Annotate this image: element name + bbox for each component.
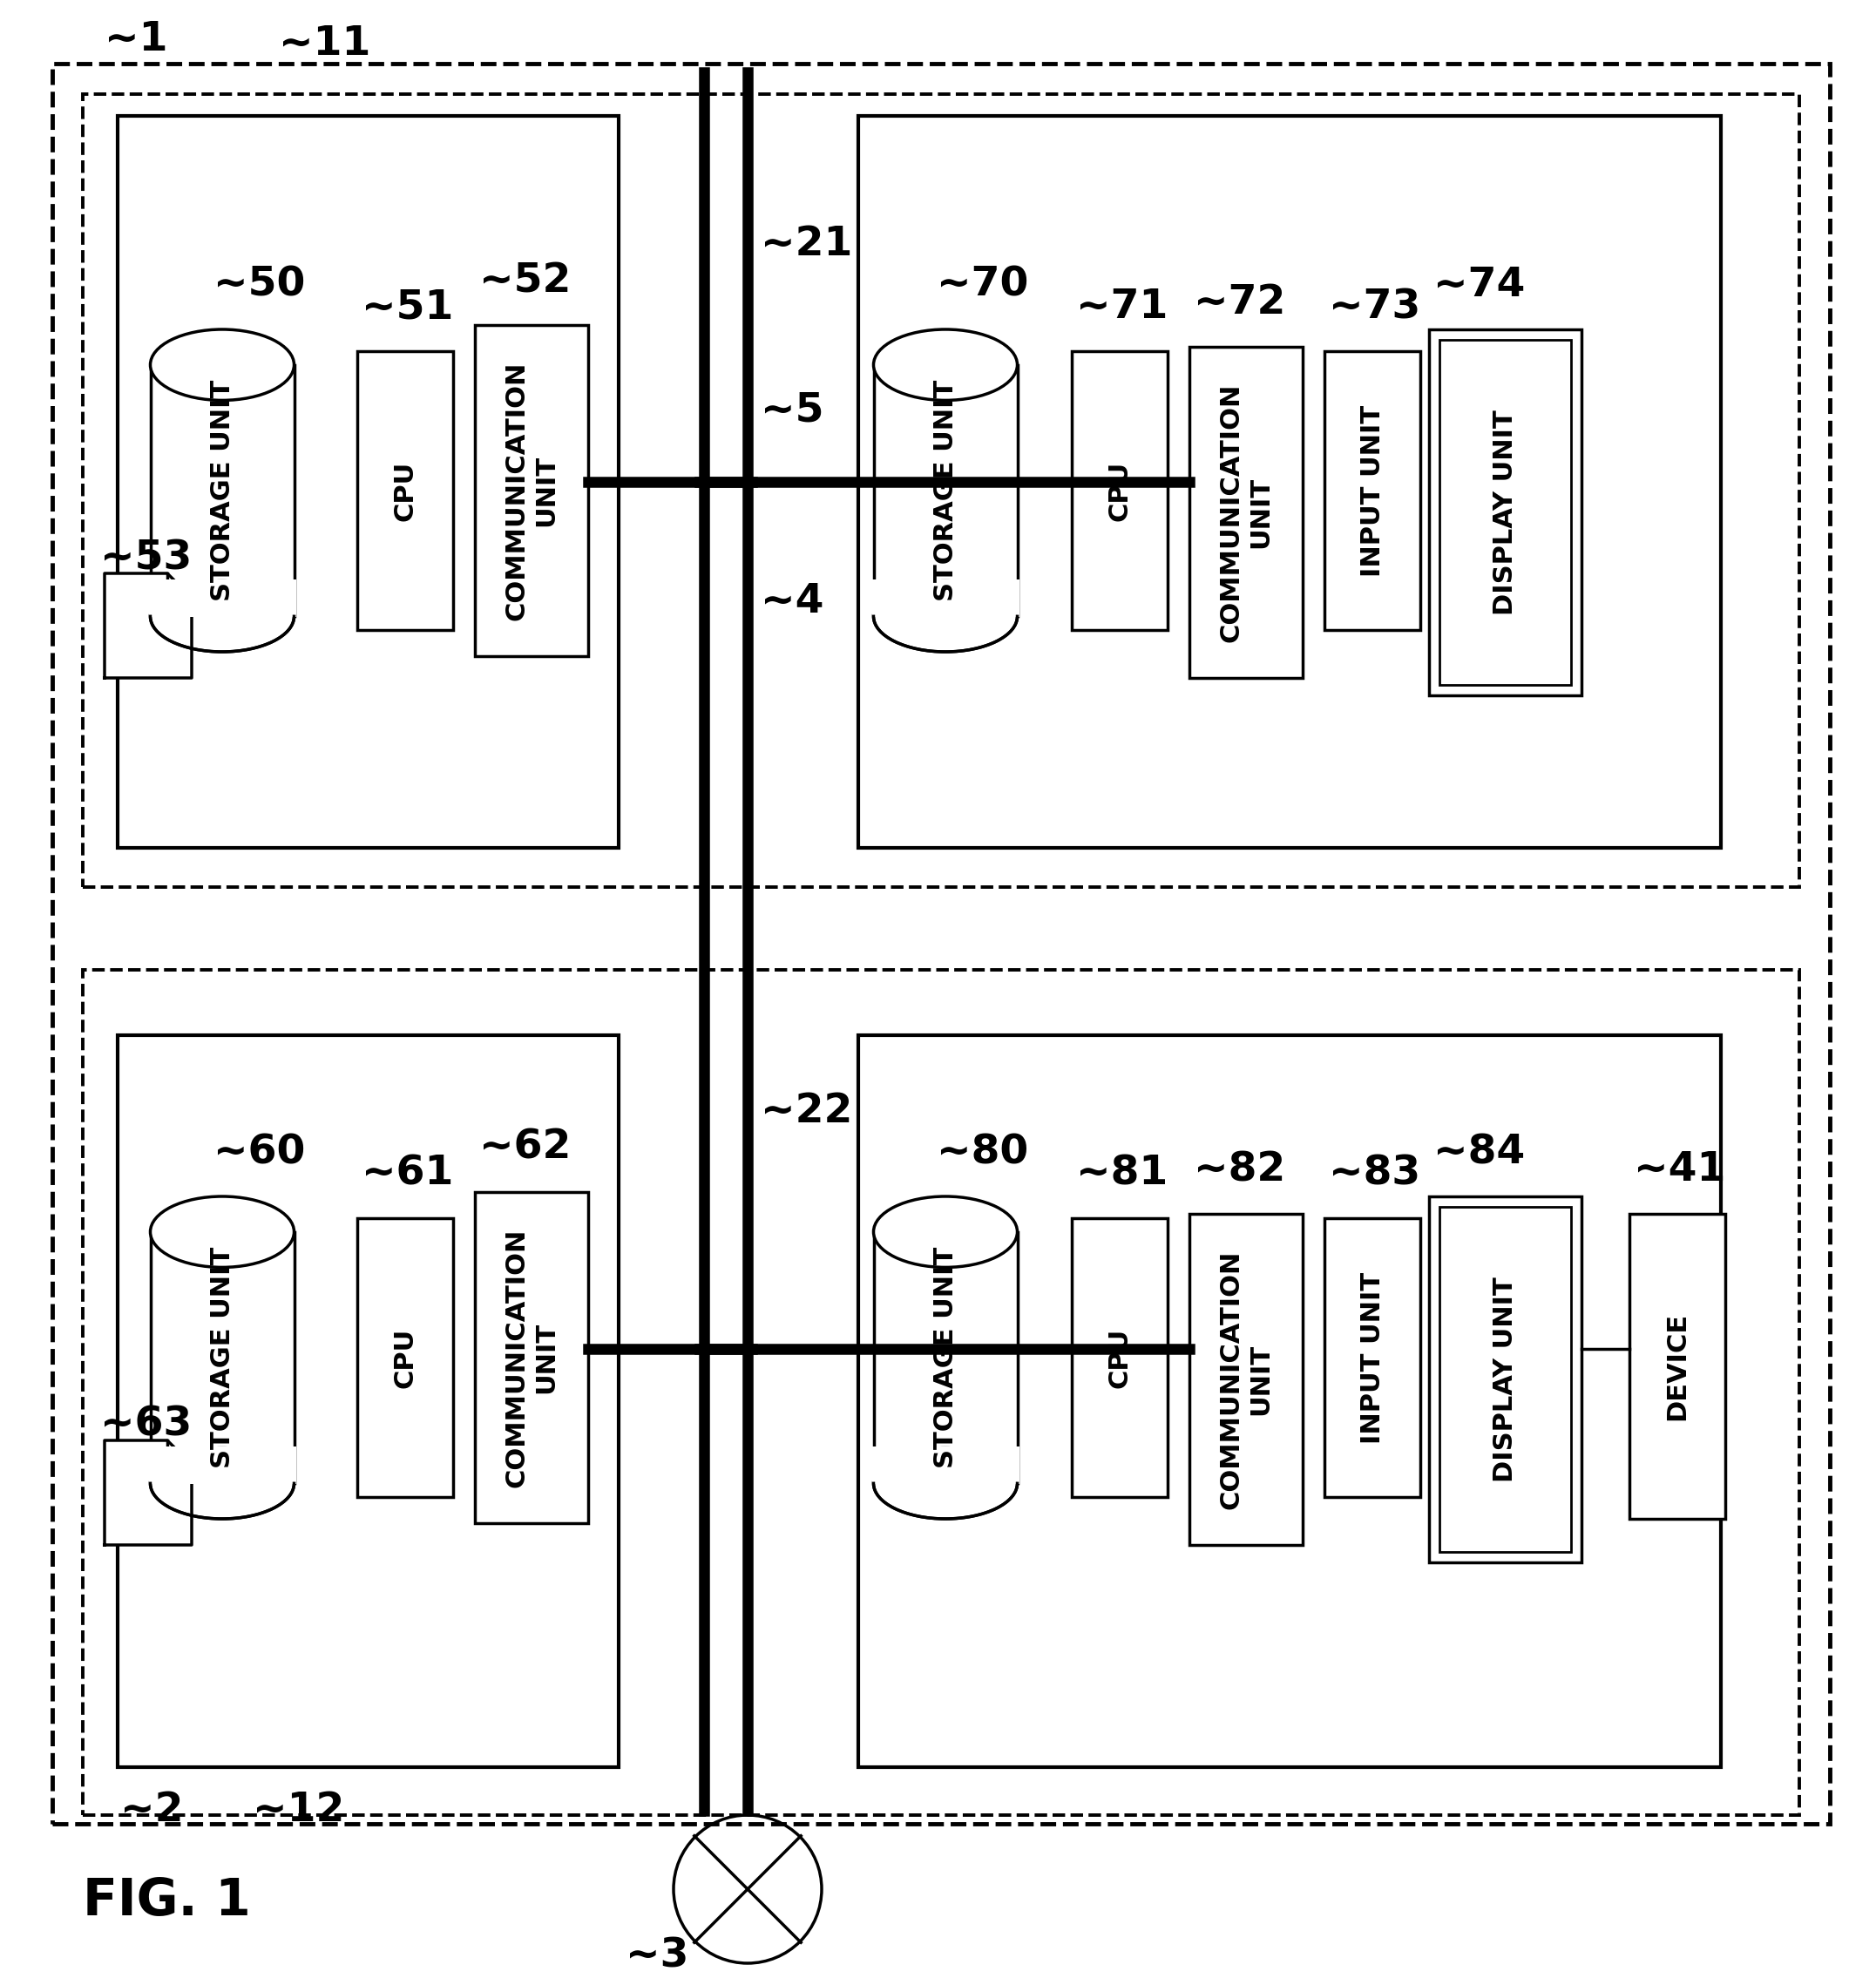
Text: STORAGE UNIT: STORAGE UNIT — [210, 379, 234, 601]
Text: INPUT UNIT: INPUT UNIT — [1360, 405, 1384, 576]
Text: ~1: ~1 — [105, 20, 167, 60]
Polygon shape — [105, 1441, 191, 1544]
Bar — [872, 1447, 1019, 1485]
Bar — [1324, 351, 1420, 629]
Text: STORAGE UNIT: STORAGE UNIT — [210, 1247, 234, 1469]
Text: ~72: ~72 — [1193, 284, 1285, 322]
Bar — [859, 115, 1720, 848]
Text: ~52: ~52 — [478, 262, 570, 300]
Bar — [1071, 1219, 1167, 1497]
Text: COMMUNICATION
UNIT: COMMUNICATION UNIT — [1219, 1251, 1274, 1509]
Bar — [53, 64, 1829, 1824]
Ellipse shape — [874, 1197, 1017, 1266]
Text: ~60: ~60 — [214, 1133, 306, 1171]
Ellipse shape — [874, 582, 1017, 651]
Text: ~51: ~51 — [362, 288, 454, 328]
Text: ~5: ~5 — [760, 391, 824, 429]
Text: ~70: ~70 — [936, 266, 1028, 306]
Bar — [148, 1447, 296, 1485]
Text: ~41: ~41 — [1634, 1149, 1726, 1189]
Ellipse shape — [150, 330, 295, 401]
Text: ~61: ~61 — [362, 1155, 454, 1193]
Bar — [1439, 1207, 1570, 1552]
Text: ~4: ~4 — [760, 582, 824, 621]
Text: CPU: CPU — [392, 1328, 418, 1388]
Bar — [356, 351, 454, 629]
Text: ~53: ~53 — [99, 538, 191, 578]
Text: INPUT UNIT: INPUT UNIT — [1360, 1272, 1384, 1443]
Bar — [475, 326, 589, 657]
Text: ~82: ~82 — [1193, 1149, 1285, 1189]
Text: COMMUNICATION
UNIT: COMMUNICATION UNIT — [1219, 383, 1274, 641]
Text: DISPLAY UNIT: DISPLAY UNIT — [1493, 409, 1518, 615]
Text: ~74: ~74 — [1433, 266, 1525, 306]
Ellipse shape — [874, 1447, 1017, 1519]
Bar — [118, 1036, 619, 1767]
Ellipse shape — [150, 1447, 295, 1519]
Text: ~21: ~21 — [760, 224, 852, 264]
Text: FIG. 1: FIG. 1 — [83, 1876, 251, 1925]
Text: CPU: CPU — [1107, 1328, 1133, 1388]
Text: ~11: ~11 — [280, 24, 371, 64]
Text: ~3: ~3 — [625, 1937, 688, 1977]
Text: ~62: ~62 — [478, 1127, 570, 1167]
Bar — [859, 1036, 1720, 1767]
Bar — [1439, 339, 1570, 685]
Text: ~71: ~71 — [1077, 288, 1169, 328]
Text: ~83: ~83 — [1328, 1155, 1420, 1193]
Text: CPU: CPU — [392, 461, 418, 520]
Bar — [1071, 351, 1167, 629]
Text: ~50: ~50 — [214, 266, 306, 306]
Ellipse shape — [150, 1197, 295, 1266]
Text: ~80: ~80 — [936, 1133, 1028, 1171]
Bar — [356, 1219, 454, 1497]
Bar — [118, 115, 619, 848]
Text: COMMUNICATION
UNIT: COMMUNICATION UNIT — [505, 361, 559, 619]
Text: DISPLAY UNIT: DISPLAY UNIT — [1493, 1276, 1518, 1483]
Text: ~81: ~81 — [1077, 1155, 1169, 1193]
Bar — [148, 580, 296, 617]
Text: CPU: CPU — [1107, 461, 1133, 520]
Ellipse shape — [150, 582, 295, 651]
Bar — [872, 580, 1019, 617]
Bar — [1189, 1215, 1302, 1544]
Polygon shape — [105, 574, 191, 679]
Bar — [1430, 330, 1581, 695]
Bar — [1430, 1197, 1581, 1562]
Text: STORAGE UNIT: STORAGE UNIT — [932, 1247, 959, 1469]
Bar — [83, 971, 1799, 1814]
Text: STORAGE UNIT: STORAGE UNIT — [932, 379, 959, 601]
Text: ~12: ~12 — [253, 1790, 345, 1830]
Text: ~2: ~2 — [120, 1790, 184, 1830]
Text: ~84: ~84 — [1433, 1133, 1525, 1171]
Bar — [1189, 347, 1302, 679]
Text: ~63: ~63 — [99, 1405, 191, 1445]
Bar — [1630, 1215, 1726, 1519]
Ellipse shape — [874, 330, 1017, 401]
Bar — [83, 93, 1799, 887]
Text: DEVICE: DEVICE — [1664, 1312, 1690, 1421]
Text: ~73: ~73 — [1328, 288, 1420, 328]
Text: COMMUNICATION
UNIT: COMMUNICATION UNIT — [505, 1229, 559, 1487]
Bar — [475, 1193, 589, 1522]
Text: ~22: ~22 — [760, 1092, 852, 1131]
Bar — [1324, 1219, 1420, 1497]
